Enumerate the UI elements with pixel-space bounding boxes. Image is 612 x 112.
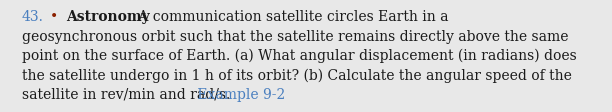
Text: the satellite undergo in 1 h of its orbit? (b) Calculate the angular speed of th: the satellite undergo in 1 h of its orbi…	[22, 68, 572, 82]
Text: 43.: 43.	[22, 10, 44, 24]
Text: geosynchronous orbit such that the satellite remains directly above the same: geosynchronous orbit such that the satel…	[22, 29, 569, 43]
Text: satellite in rev/min and rad/s.: satellite in rev/min and rad/s.	[22, 87, 230, 101]
Text: point on the surface of Earth. (a) What angular displacement (in radians) does: point on the surface of Earth. (a) What …	[22, 49, 577, 63]
Text: •: •	[50, 10, 58, 24]
Text: A communication satellite circles Earth in a: A communication satellite circles Earth …	[134, 10, 449, 24]
Text: Example 9-2: Example 9-2	[193, 87, 285, 101]
Text: Astronomy: Astronomy	[66, 10, 150, 24]
